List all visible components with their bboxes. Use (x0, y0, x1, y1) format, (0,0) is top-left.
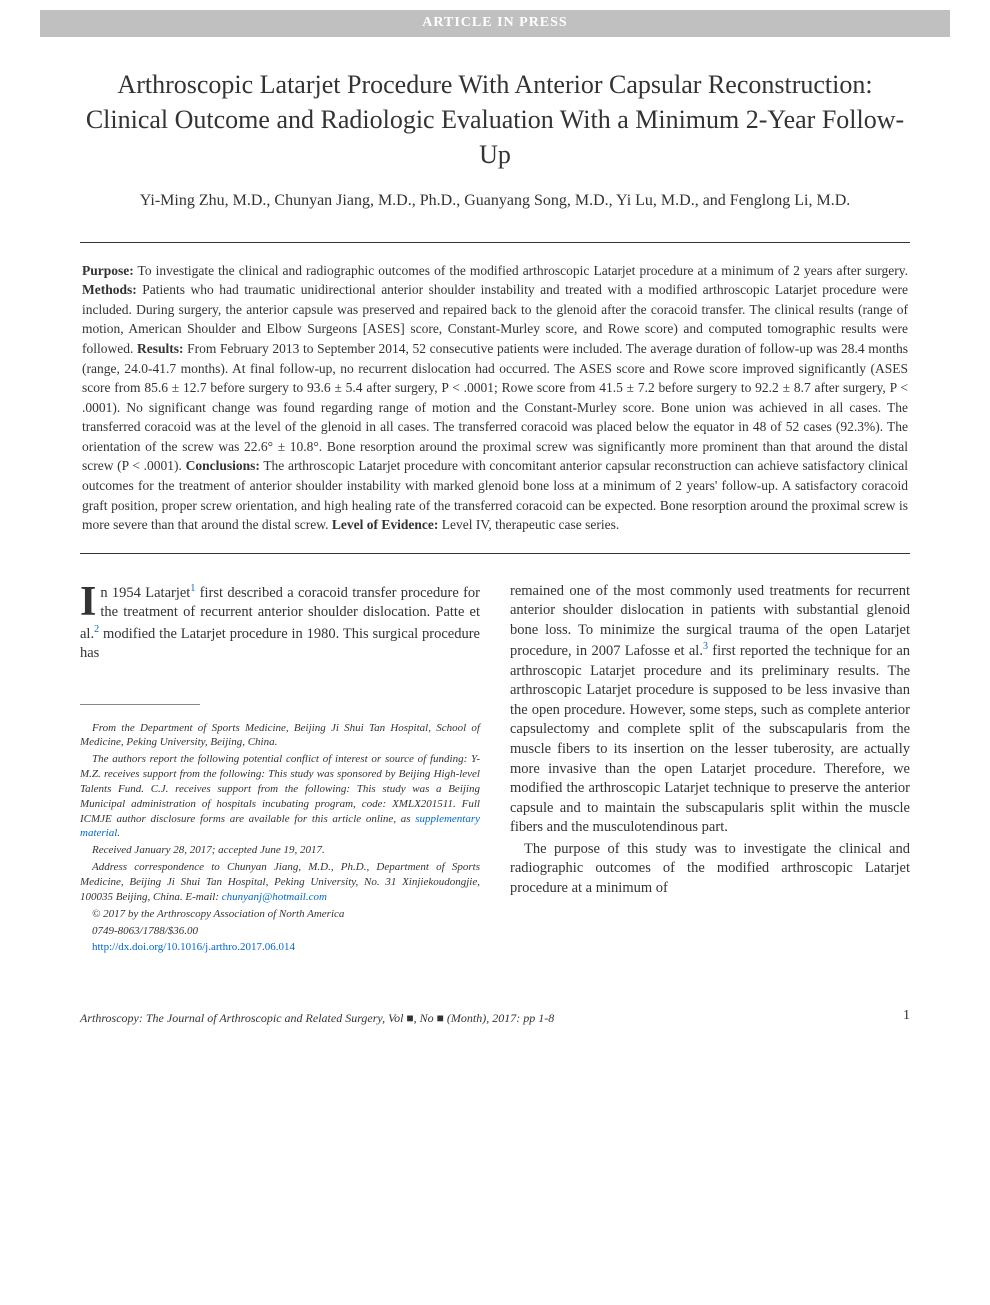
footnote-correspondence: Address correspondence to Chunyan Jiang,… (80, 860, 480, 905)
journal-citation: Arthroscopy: The Journal of Arthroscopic… (80, 1010, 554, 1026)
abstract-results: From February 2013 to September 2014, 52… (82, 341, 908, 473)
rule-bottom (80, 553, 910, 554)
abstract-conclusions-label: Conclusions: (186, 458, 260, 473)
body-columns: In 1954 Latarjet1 first described a cora… (80, 582, 910, 958)
dropcap: I (80, 582, 100, 621)
left-column: In 1954 Latarjet1 first described a cora… (80, 582, 480, 958)
page-content: Arthroscopic Latarjet Procedure With Ant… (0, 67, 990, 977)
doi-link[interactable]: http://dx.doi.org/10.1016/j.arthro.2017.… (92, 941, 295, 953)
right-column: remained one of the most commonly used t… (510, 582, 910, 958)
body-left-1c: modified the Latarjet procedure in 1980.… (80, 625, 480, 661)
abstract-results-label: Results: (137, 341, 184, 356)
body-left-1a: n 1954 Latarjet (100, 584, 190, 600)
footnote-doi: http://dx.doi.org/10.1016/j.arthro.2017.… (80, 940, 480, 955)
page-number: 1 (903, 1007, 910, 1026)
body-right-1b: first reported the technique for an arth… (510, 643, 910, 835)
abstract-loe-label: Level of Evidence: (332, 517, 438, 532)
abstract-loe: Level IV, therapeutic case series. (438, 517, 619, 532)
abstract-block: Purpose: To investigate the clinical and… (80, 243, 910, 553)
article-title: Arthroscopic Latarjet Procedure With Ant… (80, 67, 910, 172)
body-para-right-1: remained one of the most commonly used t… (510, 582, 910, 838)
body-para-right-2: The purpose of this study was to investi… (510, 840, 910, 899)
author-list: Yi-Ming Zhu, M.D., Chunyan Jiang, M.D., … (80, 190, 910, 212)
footnote-rule (80, 704, 200, 705)
abstract-methods-label: Methods: (82, 282, 137, 297)
footnote-dates: Received January 28, 2017; accepted June… (80, 843, 480, 858)
footnotes-block: From the Department of Sports Medicine, … (80, 721, 480, 956)
footnote-copyright: © 2017 by the Arthroscopy Association of… (80, 907, 480, 922)
article-in-press-banner: ARTICLE IN PRESS (40, 10, 950, 37)
correspondence-email-link[interactable]: chunyanj@hotmail.com (222, 891, 327, 903)
footnote-coi: The authors report the following potenti… (80, 752, 480, 841)
abstract-purpose: To investigate the clinical and radiogra… (134, 263, 908, 278)
footnote-affiliation: From the Department of Sports Medicine, … (80, 721, 480, 751)
footnote-coi-end: . (117, 827, 120, 839)
page-footer: Arthroscopy: The Journal of Arthroscopic… (0, 977, 990, 1042)
body-para-1: In 1954 Latarjet1 first described a cora… (80, 582, 480, 664)
abstract-purpose-label: Purpose: (82, 263, 134, 278)
footnote-issn: 0749-8063/1788/$36.00 (80, 924, 480, 939)
